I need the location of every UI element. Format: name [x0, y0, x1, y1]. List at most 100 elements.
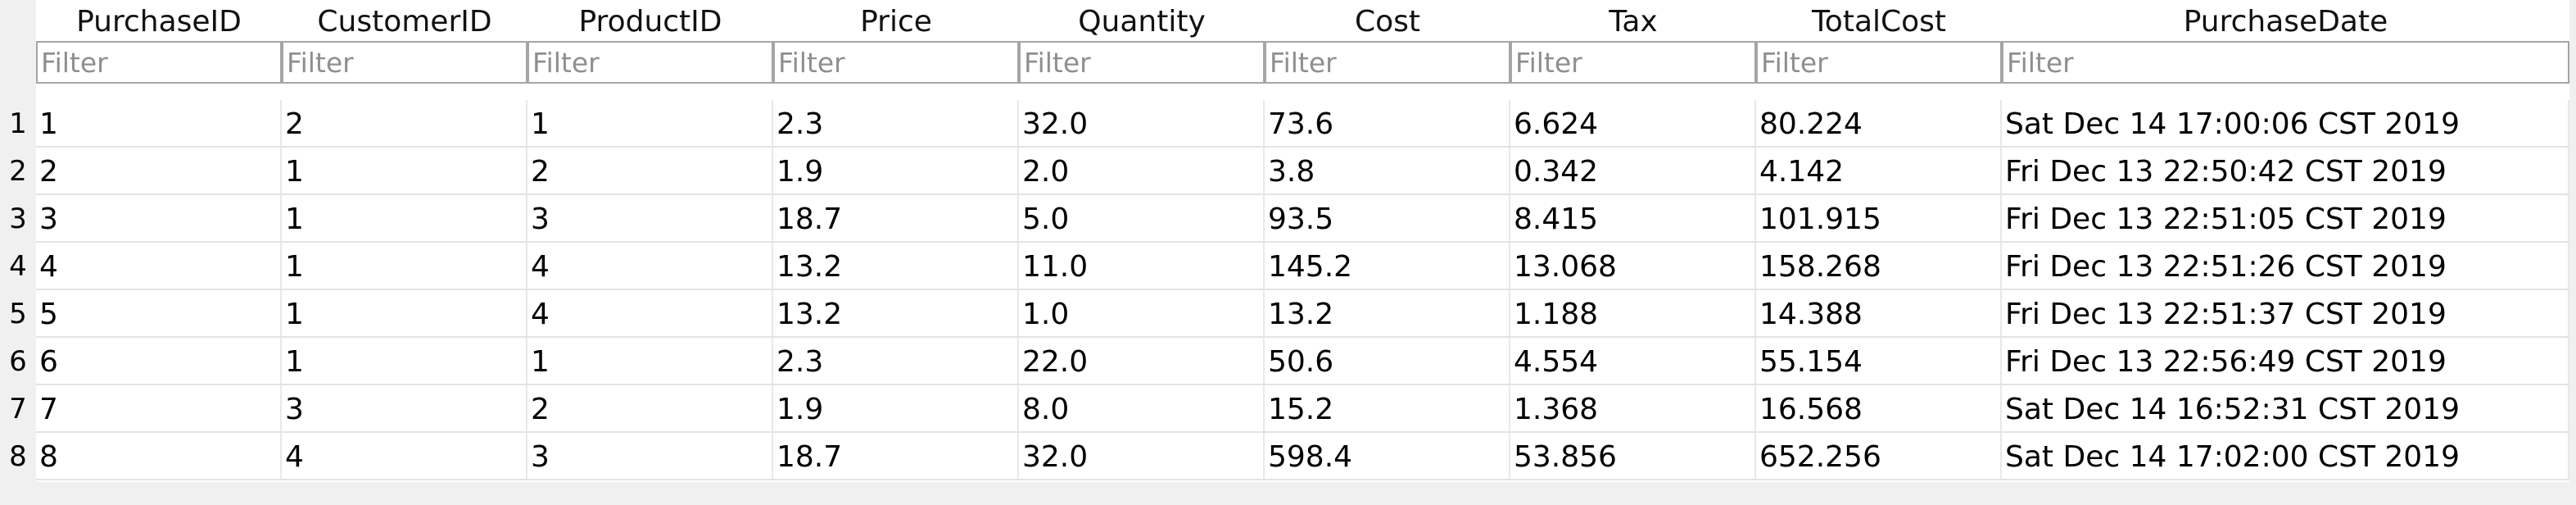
cell-productid[interactable]: 3 [527, 433, 773, 479]
cell-customerid[interactable]: 1 [282, 290, 527, 336]
cell-totalcost[interactable]: 652.256 [1756, 433, 2002, 479]
cell-purchaseid[interactable]: 6 [36, 338, 282, 384]
cell-cost[interactable]: 73.6 [1265, 100, 1510, 146]
cell-productid[interactable]: 1 [527, 100, 773, 146]
cell-tax[interactable]: 0.342 [1510, 148, 1756, 193]
cell-purchasedate[interactable]: Fri Dec 13 22:51:05 CST 2019 [2002, 195, 2569, 241]
cell-customerid[interactable]: 1 [282, 243, 527, 289]
cell-cost[interactable]: 145.2 [1265, 243, 1510, 289]
cell-price[interactable]: 2.3 [773, 338, 1019, 384]
cell-purchaseid[interactable]: 3 [36, 195, 282, 241]
cell-purchasedate[interactable]: Sat Dec 14 16:52:31 CST 2019 [2002, 385, 2569, 431]
cell-totalcost[interactable]: 16.568 [1756, 385, 2002, 431]
cell-tax[interactable]: 6.624 [1510, 100, 1756, 146]
cell-totalcost[interactable]: 101.915 [1756, 195, 2002, 241]
cell-tax[interactable]: 53.856 [1510, 433, 1756, 479]
cell-price[interactable]: 13.2 [773, 290, 1019, 336]
cell-customerid[interactable]: 1 [282, 195, 527, 241]
cell-productid[interactable]: 4 [527, 243, 773, 289]
cell-tax[interactable]: 1.368 [1510, 385, 1756, 431]
cell-totalcost[interactable]: 55.154 [1756, 338, 2002, 384]
cell-quantity[interactable]: 8.0 [1019, 385, 1265, 431]
cell-quantity[interactable]: 2.0 [1019, 148, 1265, 193]
filter-input-purchaseid[interactable] [36, 41, 282, 84]
cell-quantity[interactable]: 5.0 [1019, 195, 1265, 241]
cell-tax[interactable]: 4.554 [1510, 338, 1756, 384]
filter-input-quantity[interactable] [1019, 41, 1265, 84]
filter-input-tax[interactable] [1510, 41, 1756, 84]
column-header-productid[interactable]: ProductID [578, 5, 722, 39]
cell-tax[interactable]: 8.415 [1510, 195, 1756, 241]
table-row[interactable]: 7 3 2 1.9 8.0 15.2 1.368 16.568 Sat Dec 14 16:52… [36, 385, 2569, 433]
cell-quantity[interactable]: 1.0 [1019, 290, 1265, 336]
cell-totalcost[interactable]: 14.388 [1756, 290, 2002, 336]
cell-productid[interactable]: 1 [527, 338, 773, 384]
table-row[interactable]: 8 4 3 18.7 32.0 598.4 53.856 652.256 Sat Dec 14 … [36, 433, 2569, 480]
cell-cost[interactable]: 15.2 [1265, 385, 1510, 431]
column-header-totalcost[interactable]: TotalCost [1811, 5, 1947, 39]
cell-totalcost[interactable]: 4.142 [1756, 148, 2002, 193]
cell-productid[interactable]: 3 [527, 195, 773, 241]
column-header-tax[interactable]: Tax [1609, 5, 1658, 39]
cell-quantity[interactable]: 22.0 [1019, 338, 1265, 384]
cell-purchasedate[interactable]: Fri Dec 13 22:56:49 CST 2019 [2002, 338, 2569, 384]
filter-input-cost[interactable] [1265, 41, 1510, 84]
cell-cost[interactable]: 93.5 [1265, 195, 1510, 241]
cell-tax[interactable]: 1.188 [1510, 290, 1756, 336]
cell-cost[interactable]: 13.2 [1265, 290, 1510, 336]
column-header-quantity[interactable]: Quantity [1078, 5, 1206, 39]
cell-totalcost[interactable]: 80.224 [1756, 100, 2002, 146]
cell-quantity[interactable]: 32.0 [1019, 100, 1265, 146]
cell-cost[interactable]: 598.4 [1265, 433, 1510, 479]
cell-customerid[interactable]: 4 [282, 433, 527, 479]
table-row[interactable]: 5 1 4 13.2 1.0 13.2 1.188 14.388 Fri Dec 13 22:5… [36, 290, 2569, 338]
filter-input-productid[interactable] [527, 41, 773, 84]
table-row[interactable]: 1 2 1 2.3 32.0 73.6 6.624 80.224 Sat Dec 14 17:0… [36, 100, 2569, 148]
cell-purchasedate[interactable]: Sat Dec 14 17:02:00 CST 2019 [2002, 433, 2569, 479]
filter-input-price[interactable] [773, 41, 1019, 84]
column-header-purchaseid[interactable]: PurchaseID [76, 5, 242, 39]
cell-quantity[interactable]: 11.0 [1019, 243, 1265, 289]
cell-price[interactable]: 18.7 [773, 195, 1019, 241]
table-row[interactable]: 2 1 2 1.9 2.0 3.8 0.342 4.142 Fri Dec 13 22:50:4… [36, 148, 2569, 195]
cell-productid[interactable]: 2 [527, 385, 773, 431]
cell-customerid[interactable]: 3 [282, 385, 527, 431]
cell-purchasedate[interactable]: Fri Dec 13 22:51:37 CST 2019 [2002, 290, 2569, 336]
column-header-cost[interactable]: Cost [1354, 5, 1421, 39]
cell-price[interactable]: 2.3 [773, 100, 1019, 146]
cell-customerid[interactable]: 1 [282, 148, 527, 193]
cell-purchaseid[interactable]: 1 [36, 100, 282, 146]
cell-price[interactable]: 1.9 [773, 385, 1019, 431]
cell-customerid[interactable]: 2 [282, 100, 527, 146]
cell-tax[interactable]: 13.068 [1510, 243, 1756, 289]
column-header-purchasedate[interactable]: PurchaseDate [2183, 5, 2388, 39]
cell-purchaseid[interactable]: 2 [36, 148, 282, 193]
cell-purchaseid[interactable]: 8 [36, 433, 282, 479]
cell-cost[interactable]: 3.8 [1265, 148, 1510, 193]
filter-input-purchasedate[interactable] [2002, 41, 2569, 84]
cell-purchaseid[interactable]: 4 [36, 243, 282, 289]
cell-quantity[interactable]: 32.0 [1019, 433, 1265, 479]
cell-totalcost[interactable]: 158.268 [1756, 243, 2002, 289]
cell-purchasedate[interactable]: Fri Dec 13 22:51:26 CST 2019 [2002, 243, 2569, 289]
row-number[interactable]: 4 [0, 243, 36, 290]
cell-productid[interactable]: 2 [527, 148, 773, 193]
cell-cost[interactable]: 50.6 [1265, 338, 1510, 384]
cell-purchaseid[interactable]: 5 [36, 290, 282, 336]
column-header-price[interactable]: Price [860, 5, 932, 39]
cell-purchaseid[interactable]: 7 [36, 385, 282, 431]
row-number[interactable]: 8 [0, 433, 36, 480]
row-number[interactable]: 6 [0, 338, 36, 385]
filter-input-customerid[interactable] [282, 41, 527, 84]
cell-price[interactable]: 13.2 [773, 243, 1019, 289]
cell-price[interactable]: 1.9 [773, 148, 1019, 193]
row-number[interactable]: 1 [0, 100, 36, 148]
table-row[interactable]: 4 1 4 13.2 11.0 145.2 13.068 158.268 Fri Dec 13 … [36, 243, 2569, 290]
cell-purchasedate[interactable]: Sat Dec 14 17:00:06 CST 2019 [2002, 100, 2569, 146]
cell-productid[interactable]: 4 [527, 290, 773, 336]
table-row[interactable]: 3 1 3 18.7 5.0 93.5 8.415 101.915 Fri Dec 13 22:… [36, 195, 2569, 243]
cell-purchasedate[interactable]: Fri Dec 13 22:50:42 CST 2019 [2002, 148, 2569, 193]
row-number[interactable]: 2 [0, 148, 36, 195]
cell-customerid[interactable]: 1 [282, 338, 527, 384]
column-header-customerid[interactable]: CustomerID [317, 5, 492, 39]
